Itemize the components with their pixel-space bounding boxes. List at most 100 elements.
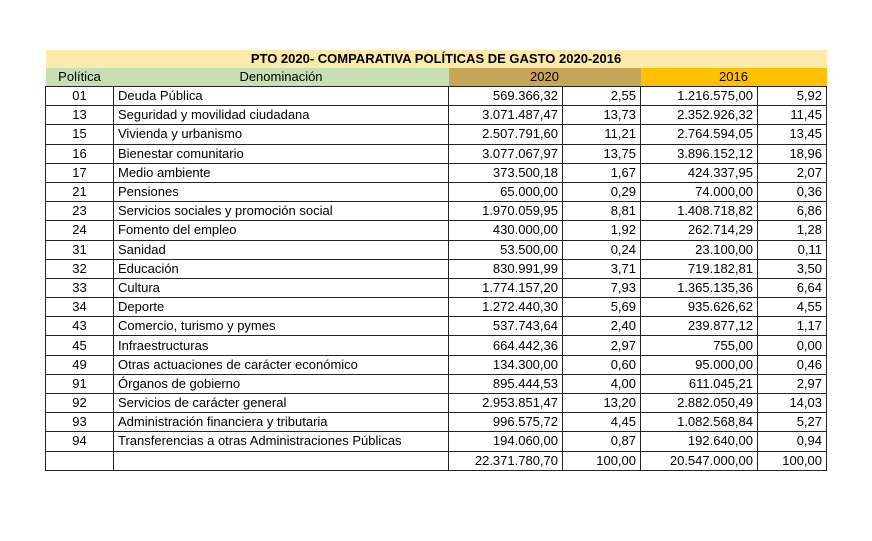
amount-2016-cell: 1.365.135,36 [640, 277, 758, 299]
denominacion-cell: Servicios sociales y promoción social [113, 201, 449, 222]
percent-2020-cell: 13,73 [562, 105, 641, 126]
percent-2016-cell: 0,36 [757, 181, 827, 203]
politica-cell: 45 [45, 335, 114, 356]
percent-2016-cell: 1,28 [757, 220, 827, 241]
amount-2020-cell: 2.507.791,60 [448, 124, 563, 145]
percent-2016-cell: 1,17 [757, 316, 827, 337]
table-row: 23 Servicios sociales y promoción social 1… [45, 201, 827, 222]
table-row: 34 Deporte 1.272.440,30 5,69 935.626,62 4,55 [45, 297, 827, 318]
denominacion-cell: Seguridad y movilidad ciudadana [113, 105, 449, 126]
politica-cell: 31 [45, 239, 114, 260]
amount-2020-cell: 53.500,00 [448, 239, 563, 260]
table-row: 91 Órganos de gobierno 895.444,53 4,00 611.0… [45, 373, 827, 395]
percent-2020-cell: 0,87 [562, 431, 641, 452]
total-2016-amount: 20.547.000,00 [640, 450, 758, 471]
percent-2016-cell: 3,50 [757, 258, 827, 279]
denominacion-cell: Vivienda y urbanismo [113, 124, 449, 145]
amount-2020-cell: 664.442,36 [448, 335, 563, 356]
percent-2020-cell: 3,71 [562, 258, 641, 279]
politica-cell: 15 [45, 124, 114, 145]
denominacion-cell: Deporte [113, 297, 449, 318]
total-2020-percent: 100,00 [562, 450, 641, 471]
amount-2016-cell: 3.896.152,12 [640, 143, 758, 164]
budget-comparison-table: PTO 2020- COMPARATIVA POLÍTICAS DE GASTO… [45, 50, 827, 471]
total-label-cell [113, 450, 449, 471]
amount-2016-cell: 1.408.718,82 [640, 201, 758, 222]
percent-2016-cell: 11,45 [757, 105, 827, 126]
percent-2016-cell: 5,92 [757, 85, 827, 107]
politica-cell: 01 [45, 85, 114, 107]
table-row: 45 Infraestructuras 664.442,36 2,97 755,00 0,… [45, 335, 827, 356]
table-title: PTO 2020- COMPARATIVA POLÍTICAS DE GASTO… [45, 50, 827, 68]
percent-2020-cell: 5,69 [562, 297, 641, 318]
denominacion-cell: Bienestar comunitario [113, 143, 449, 164]
amount-2016-cell: 74.000,00 [640, 181, 758, 203]
table-row: 33 Cultura 1.774.157,20 7,93 1.365.135,36 6,6… [45, 277, 827, 299]
politica-cell: 94 [45, 431, 114, 452]
denominacion-cell: Cultura [113, 277, 449, 299]
politica-cell: 13 [45, 105, 114, 126]
table-row: 31 Sanidad 53.500,00 0,24 23.100,00 0,11 [45, 239, 827, 260]
header-politica: Política [45, 68, 114, 87]
percent-2020-cell: 2,40 [562, 316, 641, 337]
denominacion-cell: Otras actuaciones de carácter económico [113, 354, 449, 375]
percent-2020-cell: 4,45 [562, 412, 641, 433]
politica-cell: 49 [45, 354, 114, 375]
percent-2020-cell: 0,24 [562, 239, 641, 260]
table-row: 01 Deuda Pública 569.366,32 2,55 1.216.575,0… [45, 85, 827, 107]
amount-2016-cell: 424.337,95 [640, 162, 758, 183]
percent-2016-cell: 0,94 [757, 431, 827, 452]
total-2016-percent: 100,00 [757, 450, 827, 471]
table-row: 93 Administración financiera y tributaria… [45, 412, 827, 433]
amount-2016-cell: 262.714,29 [640, 220, 758, 241]
amount-2020-cell: 537.743,64 [448, 316, 563, 337]
denominacion-cell: Órganos de gobierno [113, 373, 449, 395]
amount-2020-cell: 3.071.487,47 [448, 105, 563, 126]
denominacion-cell: Pensiones [113, 181, 449, 203]
percent-2016-cell: 2,97 [757, 373, 827, 395]
percent-2020-cell: 1,67 [562, 162, 641, 183]
header-2020: 2020 [448, 68, 641, 87]
politica-cell: 16 [45, 143, 114, 164]
politica-cell: 32 [45, 258, 114, 279]
percent-2016-cell: 0,00 [757, 335, 827, 356]
amount-2016-cell: 1.082.568,84 [640, 412, 758, 433]
amount-2020-cell: 2.953.851,47 [448, 392, 563, 414]
total-row: 22.371.780,70 100,00 20.547.000,00 100,00 [45, 450, 827, 471]
table-row: 92 Servicios de carácter general 2.953.851… [45, 392, 827, 414]
percent-2016-cell: 14,03 [757, 392, 827, 414]
percent-2020-cell: 2,55 [562, 85, 641, 107]
total-2020-amount: 22.371.780,70 [448, 450, 563, 471]
amount-2020-cell: 830.991,99 [448, 258, 563, 279]
denominacion-cell: Fomento del empleo [113, 220, 449, 241]
table-row: 43 Comercio, turismo y pymes 537.743,64 2,4… [45, 316, 827, 337]
percent-2020-cell: 8,81 [562, 201, 641, 222]
denominacion-cell: Comercio, turismo y pymes [113, 316, 449, 337]
denominacion-cell: Deuda Pública [113, 85, 449, 107]
politica-cell: 34 [45, 297, 114, 318]
percent-2020-cell: 0,29 [562, 181, 641, 203]
amount-2020-cell: 3.077.067,97 [448, 143, 563, 164]
amount-2016-cell: 611.045,21 [640, 373, 758, 395]
politica-cell: 92 [45, 392, 114, 414]
percent-2016-cell: 2,07 [757, 162, 827, 183]
amount-2020-cell: 1.774.157,20 [448, 277, 563, 299]
table-row: 49 Otras actuaciones de carácter económic… [45, 354, 827, 375]
percent-2020-cell: 4,00 [562, 373, 641, 395]
amount-2020-cell: 569.366,32 [448, 85, 563, 107]
percent-2016-cell: 6,86 [757, 201, 827, 222]
percent-2016-cell: 4,55 [757, 297, 827, 318]
percent-2020-cell: 11,21 [562, 124, 641, 145]
amount-2016-cell: 239.877,12 [640, 316, 758, 337]
denominacion-cell: Educación [113, 258, 449, 279]
amount-2016-cell: 719.182,81 [640, 258, 758, 279]
amount-2016-cell: 192.640,00 [640, 431, 758, 452]
table-row: 13 Seguridad y movilidad ciudadana 3.071.4… [45, 105, 827, 126]
denominacion-cell: Administración financiera y tributaria [113, 412, 449, 433]
percent-2020-cell: 13,20 [562, 392, 641, 414]
amount-2016-cell: 1.216.575,00 [640, 85, 758, 107]
header-denominacion: Denominación [113, 68, 449, 87]
table-row: 32 Educación 830.991,99 3,71 719.182,81 3,50 [45, 258, 827, 279]
politica-cell: 17 [45, 162, 114, 183]
table-row: 24 Fomento del empleo 430.000,00 1,92 262.71… [45, 220, 827, 241]
